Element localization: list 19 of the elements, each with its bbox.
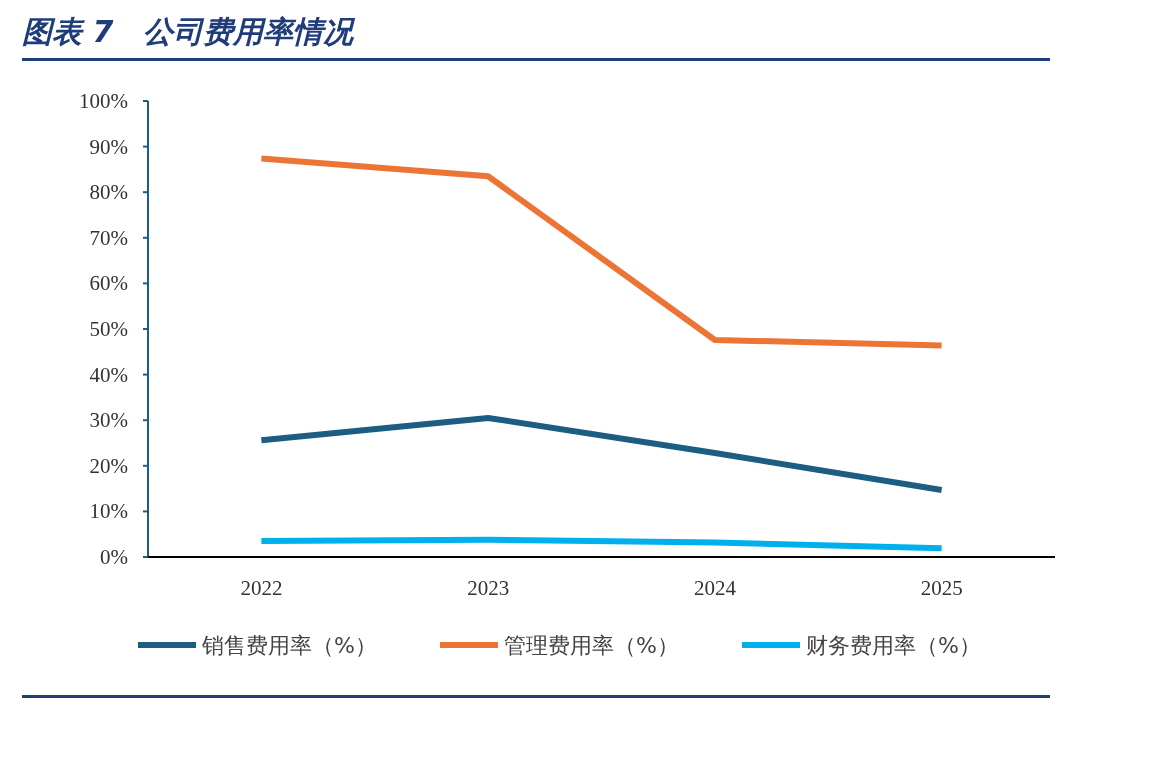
legend-label: 财务费用率（%） <box>806 633 981 658</box>
y-tick-label: 70% <box>89 225 128 250</box>
legend-label: 销售费用率（%） <box>201 633 377 658</box>
y-tick-label: 20% <box>89 453 128 478</box>
y-tick-label: 40% <box>89 362 128 387</box>
title: 图表 7 公司费用率情况 <box>22 14 354 49</box>
x-tick-label: 2023 <box>467 576 510 600</box>
x-tick-label: 2024 <box>693 576 737 600</box>
legend-label: 管理费用率（%） <box>504 633 679 658</box>
y-tick-label: 10% <box>89 499 128 524</box>
x-tick-label: 2025 <box>920 576 963 600</box>
y-tick-label: 60% <box>89 271 128 296</box>
y-tick-label: 30% <box>89 408 128 433</box>
y-tick-label: 80% <box>89 180 128 205</box>
y-tick-label: 100% <box>79 89 128 113</box>
y-tick-label: 0% <box>100 545 128 569</box>
y-tick-label: 50% <box>89 317 128 341</box>
y-tick-label: 90% <box>89 134 128 159</box>
x-tick-label: 2022 <box>240 576 283 600</box>
